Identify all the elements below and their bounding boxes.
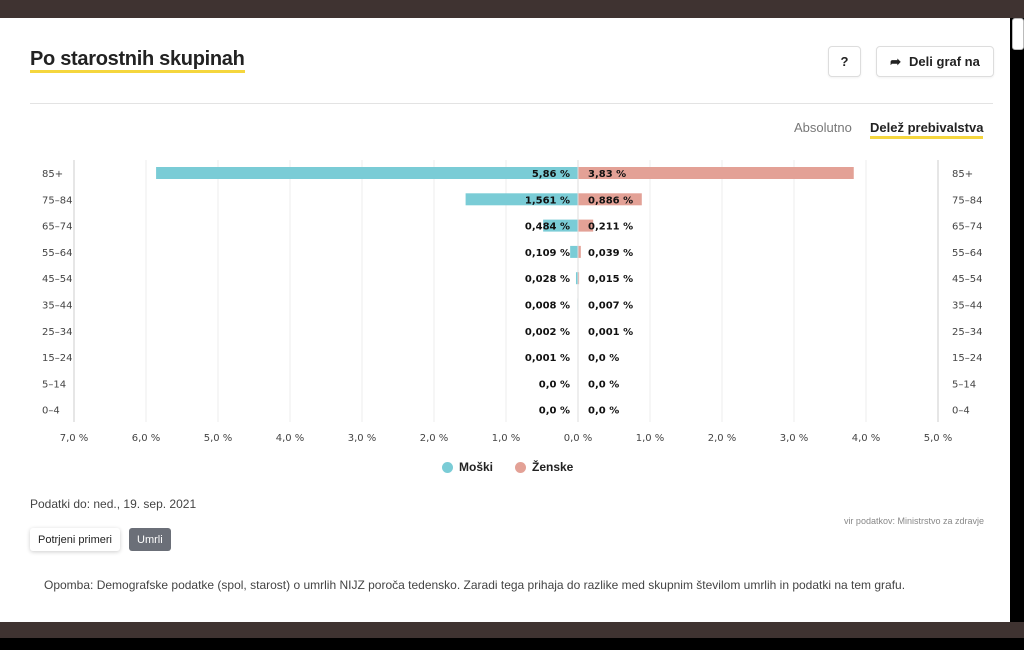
tab-confirmed-cases[interactable]: Potrjeni primeri: [30, 528, 120, 551]
x-tick-label: 4,0 %: [852, 433, 881, 444]
page-title: Po starostnih skupinah: [30, 48, 245, 73]
x-tick-label: 2,0 %: [420, 433, 449, 444]
x-tick-label: 6,0 %: [132, 433, 161, 444]
bar-female: [578, 193, 642, 206]
x-tick-label: 1,0 %: [636, 433, 665, 444]
y-label-left: 55–64: [42, 248, 72, 259]
y-label-right: 25–34: [952, 327, 982, 338]
y-label-right: 55–64: [952, 248, 982, 259]
chart-card: [0, 18, 1010, 622]
x-tick-label: 0,0 %: [564, 433, 593, 444]
y-label-right: 35–44: [952, 301, 982, 312]
data-label-female: 0,0 %: [588, 379, 619, 390]
data-label-female: 0,211 %: [588, 222, 633, 233]
bar-male: [465, 193, 578, 206]
toggle-absolute[interactable]: Absolutno: [794, 120, 852, 135]
share-arrow-icon: ➦: [890, 53, 902, 69]
y-label-left: 25–34: [42, 327, 72, 338]
legend-male[interactable]: Moški: [442, 460, 493, 474]
data-label-male: 0,008 %: [525, 301, 570, 312]
data-label-female: 0,886 %: [588, 195, 633, 206]
bar-female: [578, 245, 581, 258]
y-label-left: 85+: [42, 169, 63, 180]
data-label-female: 0,015 %: [588, 274, 633, 285]
y-label-right: 0–4: [952, 406, 970, 417]
toggle-population-share[interactable]: Delež prebivalstva: [870, 120, 984, 139]
y-label-left: 45–54: [42, 274, 72, 285]
share-button[interactable]: ➦ Deli graf na: [876, 46, 994, 77]
data-label-female: 0,0 %: [588, 353, 619, 364]
data-label-male: 1,561 %: [525, 195, 570, 206]
help-button[interactable]: ?: [828, 46, 861, 77]
data-label-female: 0,0 %: [588, 406, 619, 417]
footnote: Opomba: Demografske podatke (spol, staro…: [44, 578, 906, 592]
x-tick-label: 4,0 %: [276, 433, 305, 444]
browser-top-bar: [0, 0, 1024, 18]
y-label-left: 5–14: [42, 379, 66, 390]
data-label-male: 0,001 %: [525, 353, 570, 364]
female-legend-dot-icon: [515, 461, 526, 473]
legend-female[interactable]: Ženske: [515, 460, 573, 474]
data-label-male: 5,86 %: [532, 169, 570, 180]
data-date: Podatki do: ned., 19. sep. 2021: [30, 497, 197, 511]
butterfly-chart: 7,0 % 6,0 % 5,0 % 4,0 % 3,0 % 2,0 % 1,0 % 0,0 %…: [42, 160, 982, 444]
bar-male: [156, 167, 578, 179]
legend-female-label: Ženske: [532, 460, 574, 474]
data-label-female: 0,001 %: [588, 327, 633, 338]
x-tick-label: 2,0 %: [708, 433, 737, 444]
bar-female: [578, 167, 854, 179]
bar-male: [543, 219, 578, 232]
x-tick-label: 5,0 %: [924, 433, 953, 444]
tab-deaths[interactable]: Umrli: [129, 528, 171, 551]
y-label-left: 65–74: [42, 222, 72, 233]
bar-male: [575, 272, 578, 285]
share-button-label: Deli graf na: [909, 54, 980, 69]
data-label-female: 3,83 %: [588, 169, 626, 180]
y-label-left: 35–44: [42, 301, 72, 312]
data-label-male: 0,002 %: [525, 327, 570, 338]
y-label-right: 85+: [952, 169, 973, 180]
y-label-right: 65–74: [952, 222, 982, 233]
x-tick-label: 3,0 %: [348, 433, 377, 444]
y-label-right: 45–54: [952, 274, 982, 285]
data-label-male: 0,0 %: [539, 406, 570, 417]
y-label-right: 5–14: [952, 379, 976, 390]
bar-female: [578, 272, 580, 285]
x-tick-label: 5,0 %: [204, 433, 233, 444]
y-label-right: 15–24: [952, 353, 982, 364]
divider: [30, 103, 993, 104]
data-label-female: 0,007 %: [588, 301, 633, 312]
browser-bottom-bar: [0, 622, 1024, 638]
bar-male: [570, 245, 578, 258]
x-tick-label: 7,0 %: [60, 433, 89, 444]
bar-female: [578, 219, 594, 232]
x-tick-label: 1,0 %: [492, 433, 521, 444]
data-label-male: 0,028 %: [525, 274, 570, 285]
y-label-left: 75–84: [42, 195, 72, 206]
x-tick-label: 3,0 %: [780, 433, 809, 444]
y-label-left: 0–4: [42, 406, 60, 417]
legend-male-label: Moški: [459, 460, 494, 474]
data-label-male: 0,0 %: [539, 379, 570, 390]
data-label-male: 0,484 %: [525, 222, 570, 233]
data-label-female: 0,039 %: [588, 248, 633, 259]
data-source: vir podatkov: Ministrstvo za zdravje: [843, 516, 984, 526]
data-label-male: 0,109 %: [525, 248, 570, 259]
y-label-left: 15–24: [42, 353, 72, 364]
male-legend-dot-icon: [442, 461, 453, 473]
y-label-right: 75–84: [952, 195, 982, 206]
